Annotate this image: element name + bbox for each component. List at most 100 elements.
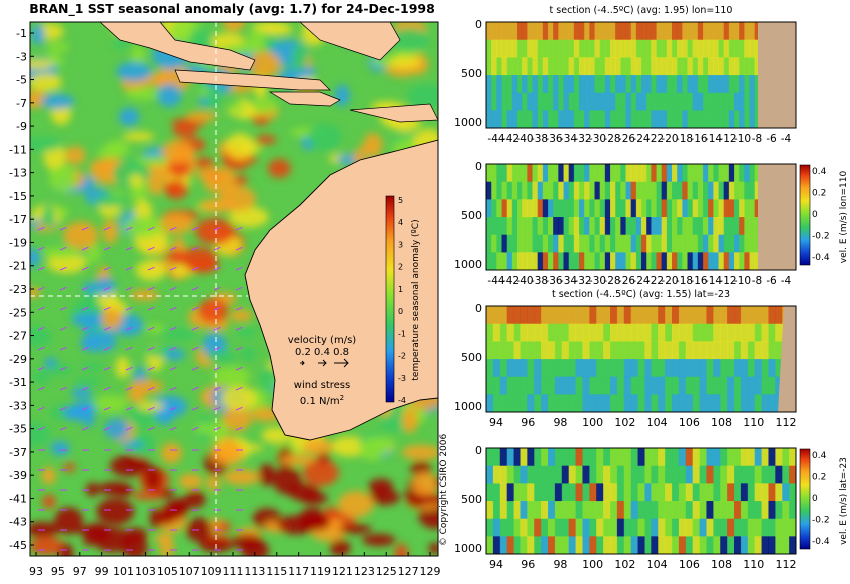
wind-vector [125,326,133,331]
wind-vector [191,386,199,391]
wind-vector [81,346,89,351]
section-y-tick: 500 [461,493,482,506]
map-y-tick: -25 [9,306,27,319]
wind-vector [213,306,221,311]
wind-vector [213,426,221,431]
section-title: t section (-4..5ºC) (avg: 1.95) lon=110 [550,5,733,16]
wind-vector [59,406,67,411]
wind-vector [169,226,177,231]
map-y-tick: -41 [9,492,27,505]
wind-vector [191,326,199,331]
wind-vector [191,406,199,411]
section-x-tick: -20 [661,275,678,287]
wind-vector [169,306,177,311]
map-x-tick: 97 [73,565,87,578]
map-x-tick: 111 [223,565,244,578]
wind-vector [147,226,155,231]
section-title: t section (-4..5ºC) (avg: 1.55) lat=-23 [552,289,730,300]
section-x-tick: 100 [582,416,603,429]
wind-vector [235,286,243,291]
wind-vector [213,406,221,411]
wind-vector [147,346,155,351]
wind-vector [103,246,111,251]
map-x-tick: 109 [201,565,222,578]
wind-vector [103,366,111,371]
sst-colorbar-tick: -2 [398,352,406,361]
section-x-tick: -38 [531,133,548,145]
wind-vector [125,226,133,231]
section-x-tick: -6 [766,133,777,145]
wind-vector [81,286,89,291]
copyright-text: © Copyright CSIRO 2006 [439,434,449,547]
sst-colorbar-tick: 1 [398,285,403,294]
map-x-tick: 105 [157,565,178,578]
section-x-tick: 98 [553,558,567,571]
section-x-tick: 110 [743,416,764,429]
section-x-tick: -34 [560,275,577,287]
map-y-tick: -7 [16,97,27,110]
wind-vector [213,226,221,231]
wind-legend-title: wind stress [294,380,350,391]
section-panel-1: t section (-4..5ºC) (avg: 1.95) lon=110 0… [454,5,797,145]
vel-colorbar-label: vel. E (m/s) lon=110 [839,171,849,264]
section-x-tick: 94 [489,558,503,571]
section-x-tick: 104 [647,416,668,429]
section-x-tick: -30 [589,133,606,145]
section-x-tick: -40 [516,275,533,287]
map-x-tick: 117 [288,565,309,578]
vel-colorbar [799,448,811,550]
wind-vector [147,406,155,411]
map-x-tick: 123 [354,565,375,578]
wind-vector [103,406,111,411]
wind-vector [235,246,243,251]
vel-colorbar-tick: -0.2 [812,516,830,526]
wind-vector [147,286,155,291]
wind-vector [169,426,177,431]
sst-colorbar-tick: 3 [398,240,403,249]
wind-vector [191,366,199,371]
sst-colorbar-tick: -1 [398,329,406,338]
section-x-tick: -38 [531,275,548,287]
wind-vector [125,266,133,271]
wind-vector [191,306,199,311]
wind-vector [147,426,155,431]
wind-vector [147,306,155,311]
wind-vector [235,386,243,391]
section-x-tick: -40 [516,133,533,145]
section-x-tick: -8 [752,275,762,287]
map-x-tick: 107 [179,565,200,578]
wind-vector [147,366,155,371]
vel-colorbar-label: vel. E (m/s) lat=-23 [839,457,849,545]
wind-vector [235,426,243,431]
section-y-tick: 0 [475,18,482,31]
wind-vector [59,306,67,311]
map-y-tick: -27 [9,330,27,343]
wind-vector [169,326,177,331]
section-x-tick: -42 [502,133,519,145]
wind-vector [81,366,89,371]
wind-vector [235,326,243,331]
map-x-tick: 103 [135,565,156,578]
section-x-tick: -26 [618,133,635,145]
wind-vector [59,246,67,251]
map-x-tick: 113 [244,565,265,578]
sst-colorbar-label: temperature seasonal anomaly (ºC) [411,219,421,380]
wind-vector [103,266,111,271]
section-x-tick: 96 [521,416,535,429]
wind-vector [169,366,177,371]
vel-colorbar-tick: 0 [812,494,818,504]
wind-vector [169,246,177,251]
wind-vector [37,306,45,311]
wind-vector [147,246,155,251]
wind-legend-value: 0.1 N/m2 [300,394,344,407]
wind-vector [169,386,177,391]
map-y-tick: -21 [9,260,27,273]
wind-vector [81,426,89,431]
wind-vector [191,346,199,351]
section-x-tick: -26 [618,275,635,287]
wind-vector [235,306,243,311]
wind-vector [169,266,177,271]
sst-colorbar-tick: 4 [398,218,403,227]
section-x-tick: -24 [632,133,649,145]
map-y-tick: -5 [16,74,27,87]
